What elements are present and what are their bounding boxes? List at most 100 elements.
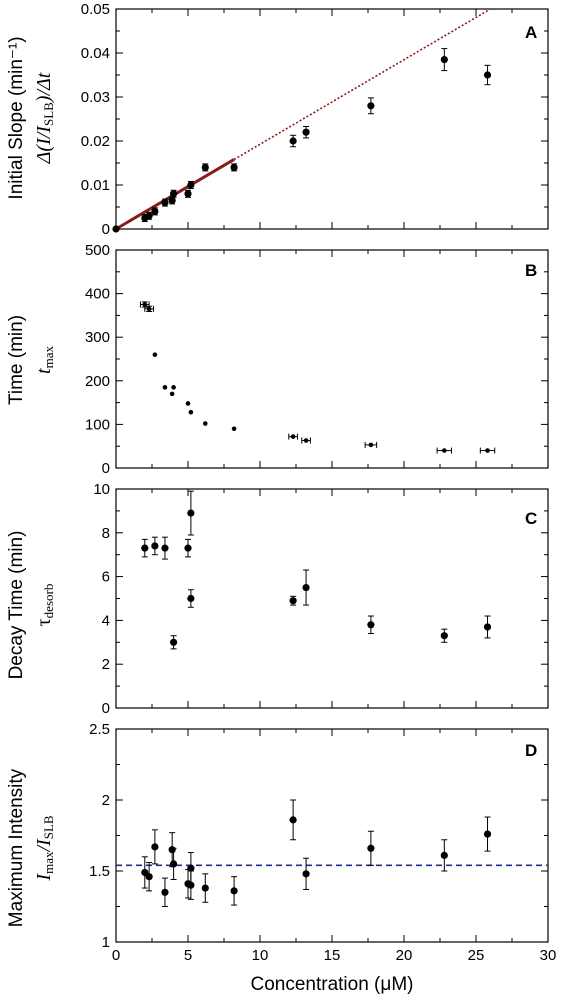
panel-c-data-point: [440, 632, 448, 640]
panel-b-ytick-label: 100: [85, 416, 110, 433]
panel-d-xtick-label: 20: [396, 947, 413, 964]
panel-a-ytick-label: 0.02: [81, 133, 110, 150]
panel-c-ytick-label: 6: [102, 569, 110, 586]
panel-d-plot-frame: [115, 728, 549, 943]
panel-b-data-point: [146, 306, 152, 312]
panel-a-data-point: [112, 225, 120, 233]
panel-c-data-point: [184, 544, 192, 552]
panel-a-data-point: [302, 128, 310, 136]
panel-d-data-point: [161, 888, 169, 896]
panel-b-data-point: [303, 438, 309, 443]
panel-a-ytick-label: 0.03: [81, 89, 110, 106]
panel-a-data-point: [483, 71, 492, 79]
panel-a-data-point: [161, 199, 169, 207]
panel-b-data-point: [142, 302, 148, 307]
panel-a-ytick-label: 0.05: [81, 1, 110, 18]
panel-c-ytick-label: 0: [102, 700, 110, 717]
panel-b-data-point: [290, 434, 296, 439]
panel-d-data-point: [201, 884, 209, 892]
panel-d-xtick-label: 0: [112, 947, 120, 964]
panel-a-ytick-label: 0.01: [81, 177, 110, 194]
panel-a-data-point: [230, 163, 238, 171]
panel-b-data-point: [169, 391, 175, 397]
panel-b-ylabel: Time (min): [6, 315, 27, 405]
panel-a-fit-extrapolation: [233, 8, 491, 161]
panel-d-label: D: [525, 741, 537, 760]
panel-c-data-point: [170, 638, 178, 646]
panel-d-data-point: [289, 816, 297, 824]
panel-c-ylabel: Decay Time (min): [6, 531, 27, 680]
panel-c-data-point: [289, 597, 297, 605]
panel-b-ytick-label: 500: [85, 242, 110, 259]
panel-b-data-point: [162, 385, 168, 390]
panel-c-data-point: [367, 621, 375, 629]
panel-d-xtick-label: 15: [324, 947, 341, 964]
panel-a-data-point: [187, 181, 195, 189]
panel-c-data-point: [161, 544, 169, 552]
panel-a-ylabel-math: Δ(I/ISLB)/Δt: [33, 72, 56, 164]
panel-d-data-point: [187, 881, 195, 889]
panel-d-ytick-label: 1.5: [89, 863, 110, 880]
panel-d-xtick-label: 25: [468, 947, 485, 964]
panel-d-xtick-label: 30: [540, 947, 557, 964]
panel-b-data-point: [485, 448, 490, 453]
panel-a-data-point: [184, 190, 192, 198]
panel-c-ytick-label: 2: [102, 656, 110, 673]
panel-d-data-point: [302, 870, 310, 878]
panel-a-data-point: [151, 207, 159, 215]
panel-b-data-point: [188, 409, 194, 415]
panel-b-plot-frame: [115, 249, 549, 469]
panel-c-data-point: [483, 623, 492, 631]
panel-a-data-point: [367, 102, 375, 110]
panel-d-ytick-label: 2: [102, 792, 110, 809]
panel-c-data-point: [187, 509, 195, 517]
panel-c-ytick-label: 10: [93, 481, 110, 498]
panel-d-ylabel: Maximum Intensity: [6, 768, 27, 927]
panel-d-data-point: [187, 864, 195, 872]
panel-c: C Decay Time (min) τdesorb 0 2 4 6 8 10: [6, 481, 549, 717]
panel-b-ylabel-math: tmax: [33, 346, 56, 374]
panel-a-label: A: [525, 23, 537, 42]
panel-c-ytick-label: 8: [102, 525, 110, 542]
panel-b-data-point: [202, 421, 208, 426]
panel-b-data-point: [442, 448, 447, 453]
panel-c-plot-frame: [115, 488, 549, 709]
panel-a-ytick-label: 0.04: [81, 45, 110, 62]
panel-a-data-point: [440, 56, 448, 64]
panel-b-ytick-label: 0: [102, 460, 110, 477]
panel-d-data-point: [170, 860, 178, 868]
panel-a-data-point: [145, 212, 153, 220]
panel-b-ytick-label: 300: [85, 329, 110, 346]
panel-a-data-point: [201, 163, 209, 171]
panel-d-ytick-label: 2.5: [89, 721, 110, 738]
panel-d-xlabel: Concentration (μM): [250, 974, 413, 995]
panel-b-ytick-label: 400: [85, 286, 110, 303]
panel-d-data-point: [230, 887, 238, 895]
panel-a: A Initial Slope (min⁻¹) Δ(I/ISLB)/Δt 0 0.…: [6, 1, 549, 238]
panel-a-data-point: [168, 196, 176, 204]
panel-a-plot-frame: [115, 8, 549, 230]
panel-b-data-point: [152, 352, 158, 357]
panel-d-xtick-label: 5: [184, 947, 192, 964]
panel-a-ylabel: Initial Slope (min⁻¹): [6, 36, 27, 199]
panel-b-data-point: [171, 385, 176, 390]
panel-c-data-point: [141, 544, 149, 552]
panel-c-ytick-label: 4: [102, 612, 110, 629]
panel-b: B Time (min) tmax 0 100 200 300 400 500: [6, 242, 549, 477]
panel-c-ylabel-math: τdesorb: [33, 584, 56, 627]
panel-a-data-point: [289, 137, 297, 145]
panel-c-data-point: [187, 594, 195, 603]
panel-d-xtick-label: 10: [252, 947, 269, 964]
panel-b-ytick-label: 200: [85, 373, 110, 390]
panel-b-data-point: [368, 442, 374, 448]
panel-c-label: C: [525, 509, 537, 528]
panel-d-data-point: [145, 873, 153, 881]
panel-b-data-point: [231, 426, 237, 432]
panel-b-label: B: [525, 261, 537, 280]
panel-c-data-point: [302, 583, 310, 592]
panel-a-ytick-label: 0: [102, 221, 110, 238]
panel-a-data-point: [170, 190, 178, 198]
panel-c-data-point: [151, 542, 159, 550]
panel-d-ylabel-math: Imax/ISLB: [33, 815, 56, 881]
